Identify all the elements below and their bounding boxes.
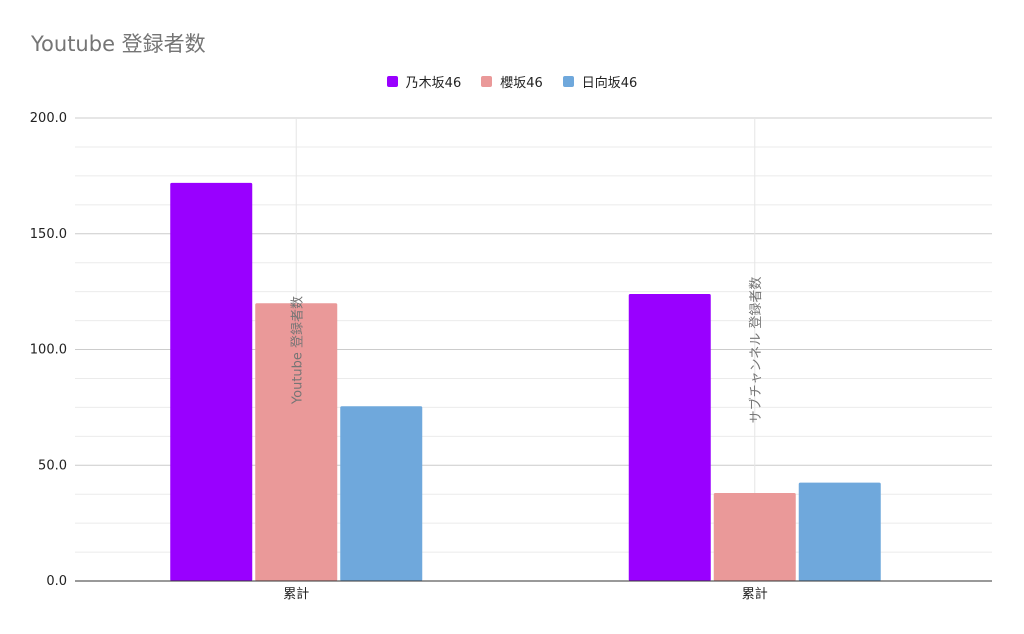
bar-3-cat-2 <box>798 482 881 581</box>
legend: 乃木坂46 櫻坂46 日向坂46 <box>0 72 1024 91</box>
y-tick-label: 150.0 <box>30 227 67 242</box>
legend-label-nogizaka: 乃木坂46 <box>405 76 462 91</box>
bar-1-cat-1 <box>170 182 253 581</box>
bar-1-cat-2 <box>628 293 711 581</box>
annotation-label: Youtube 登録者数 <box>290 296 305 405</box>
legend-label-sakurazaka: 櫻坂46 <box>500 76 543 91</box>
legend-swatch-hinatazaka <box>562 76 574 87</box>
y-tick-label: 50.0 <box>38 458 67 473</box>
x-category-label: 累計 <box>742 586 768 602</box>
annotation-label: サブチャンネル 登録者数 <box>748 277 764 424</box>
y-tick-label: 0.0 <box>46 574 67 589</box>
legend-swatch-nogizaka <box>386 76 398 87</box>
x-category-label: 累計 <box>283 586 309 602</box>
bar-3-cat-1 <box>340 406 423 581</box>
bar-2-cat-2 <box>713 493 796 581</box>
bar-2-cat-1 <box>255 303 338 581</box>
legend-item-sakurazaka: 櫻坂46 <box>481 72 543 91</box>
legend-label-hinatazaka: 日向坂46 <box>581 76 638 91</box>
legend-item-hinatazaka: 日向坂46 <box>562 72 638 91</box>
chart-title: Youtube 登録者数 <box>31 32 206 56</box>
legend-swatch-sakurazaka <box>481 76 493 87</box>
y-tick-label: 200.0 <box>30 111 67 126</box>
legend-item-nogizaka: 乃木坂46 <box>386 72 462 91</box>
y-tick-label: 100.0 <box>30 343 67 358</box>
